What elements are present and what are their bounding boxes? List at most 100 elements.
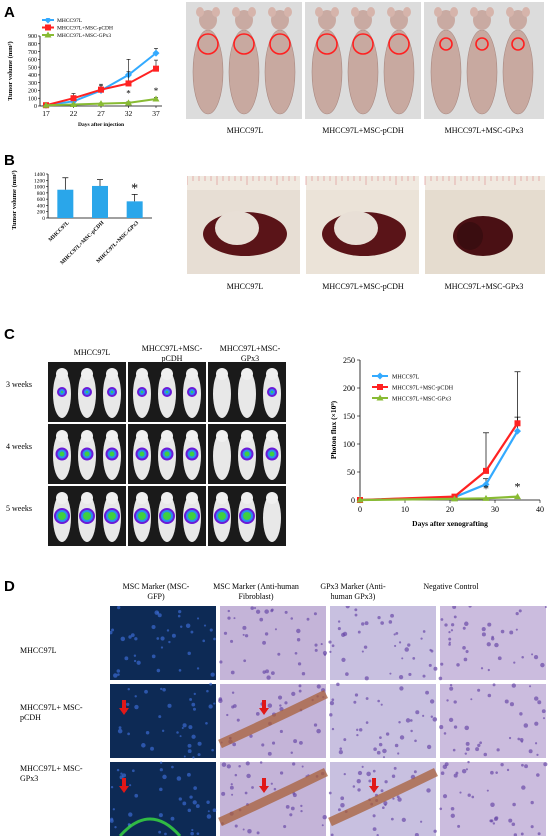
nucleus <box>384 780 388 784</box>
mouse-ear <box>450 7 458 17</box>
nucleus <box>444 623 448 627</box>
mouse-head <box>186 368 198 380</box>
nucleus <box>452 748 456 752</box>
nucleus <box>190 630 194 634</box>
nucleus <box>504 699 509 704</box>
nucleus <box>481 627 486 632</box>
nucleus <box>489 819 493 823</box>
nucleus <box>540 662 545 668</box>
nucleus <box>356 733 359 737</box>
nucleus <box>533 654 539 660</box>
nucleus <box>195 804 200 808</box>
nucleus <box>500 762 504 767</box>
nucleus <box>136 660 141 665</box>
mouse-head <box>241 368 253 380</box>
nucleus <box>245 761 250 766</box>
nucleus <box>191 702 196 707</box>
nucleus <box>457 824 461 828</box>
y-axis-label: Photon flux (×10⁹) <box>329 400 338 459</box>
tumor-circle <box>197 33 219 55</box>
nucleus <box>442 764 448 770</box>
nucleus <box>322 815 327 820</box>
series-line-0 <box>359 430 519 502</box>
nucleus <box>519 712 523 716</box>
panel-a-caption-2: MHCC97L+MSC-pCDH <box>322 126 404 135</box>
arrow-head <box>369 786 379 793</box>
data-point <box>42 101 50 108</box>
nucleus <box>262 670 266 674</box>
mouse-head <box>106 368 118 380</box>
nucleus <box>528 749 533 754</box>
nucleus <box>363 645 368 649</box>
nucleus <box>301 765 304 768</box>
nucleus <box>226 713 229 717</box>
y-tick-label: 100 <box>28 96 37 102</box>
nucleus <box>392 797 395 800</box>
legend-label: MHCC97L <box>57 18 83 24</box>
nucleus <box>151 625 156 630</box>
nucleus <box>340 802 345 808</box>
nucleus <box>116 606 121 610</box>
nucleus <box>244 634 249 638</box>
nucleus <box>259 617 264 622</box>
nucleus <box>120 636 126 642</box>
nucleus <box>518 609 522 613</box>
nucleus <box>345 672 349 676</box>
nucleus <box>110 785 114 789</box>
nucleus <box>187 749 192 754</box>
mouse-head <box>186 492 198 504</box>
arrow-head <box>119 708 129 715</box>
significance-star: * <box>515 479 521 493</box>
mouse-ear <box>522 7 530 17</box>
nucleus <box>521 763 524 767</box>
nucleus <box>247 828 252 834</box>
mouse-ear <box>387 7 395 17</box>
nucleus <box>127 688 130 691</box>
nucleus <box>296 628 301 634</box>
nucleus <box>495 771 498 774</box>
ruler <box>187 176 300 190</box>
nucleus <box>382 748 387 754</box>
panel-d-row-label-2: MHCC97L+ MSC-pCDH <box>20 703 83 722</box>
nucleus <box>379 736 382 740</box>
nucleus <box>213 702 216 705</box>
signal-core <box>61 391 63 393</box>
nucleus <box>512 802 516 807</box>
nucleus <box>429 648 432 652</box>
nucleus <box>341 657 346 663</box>
nucleus <box>209 682 213 686</box>
nucleus <box>378 742 383 747</box>
nucleus <box>211 748 214 752</box>
panel-d-col-header-1: MSC Marker (MSC-GFP) <box>122 582 190 601</box>
mouse-head <box>235 10 253 30</box>
series-line-0 <box>45 52 157 107</box>
nucleus <box>191 734 196 739</box>
data-point <box>356 496 364 503</box>
nucleus <box>515 612 519 616</box>
nucleus <box>500 629 505 634</box>
signal-core <box>59 451 65 457</box>
nucleus <box>279 704 282 707</box>
signal-core <box>141 391 143 393</box>
nucleus <box>451 623 455 627</box>
nucleus <box>259 761 263 764</box>
nucleus <box>395 632 399 635</box>
mouse <box>213 370 231 418</box>
nucleus <box>443 732 447 735</box>
tumor-circle <box>475 37 489 51</box>
legend-label: MHCC97L+MSC-pCDH <box>57 26 113 32</box>
nucleus <box>300 810 303 813</box>
nucleus <box>356 728 359 732</box>
nucleus <box>493 817 498 821</box>
nucleus <box>196 617 200 620</box>
nucleus <box>425 690 429 695</box>
nucleus <box>229 785 234 790</box>
nucleus <box>382 806 385 810</box>
nucleus <box>160 636 165 641</box>
nucleus <box>336 682 340 687</box>
data-point <box>152 49 160 57</box>
nucleus <box>114 826 117 829</box>
data-point <box>482 494 490 501</box>
signal-core <box>243 512 251 520</box>
nucleus <box>398 721 401 724</box>
